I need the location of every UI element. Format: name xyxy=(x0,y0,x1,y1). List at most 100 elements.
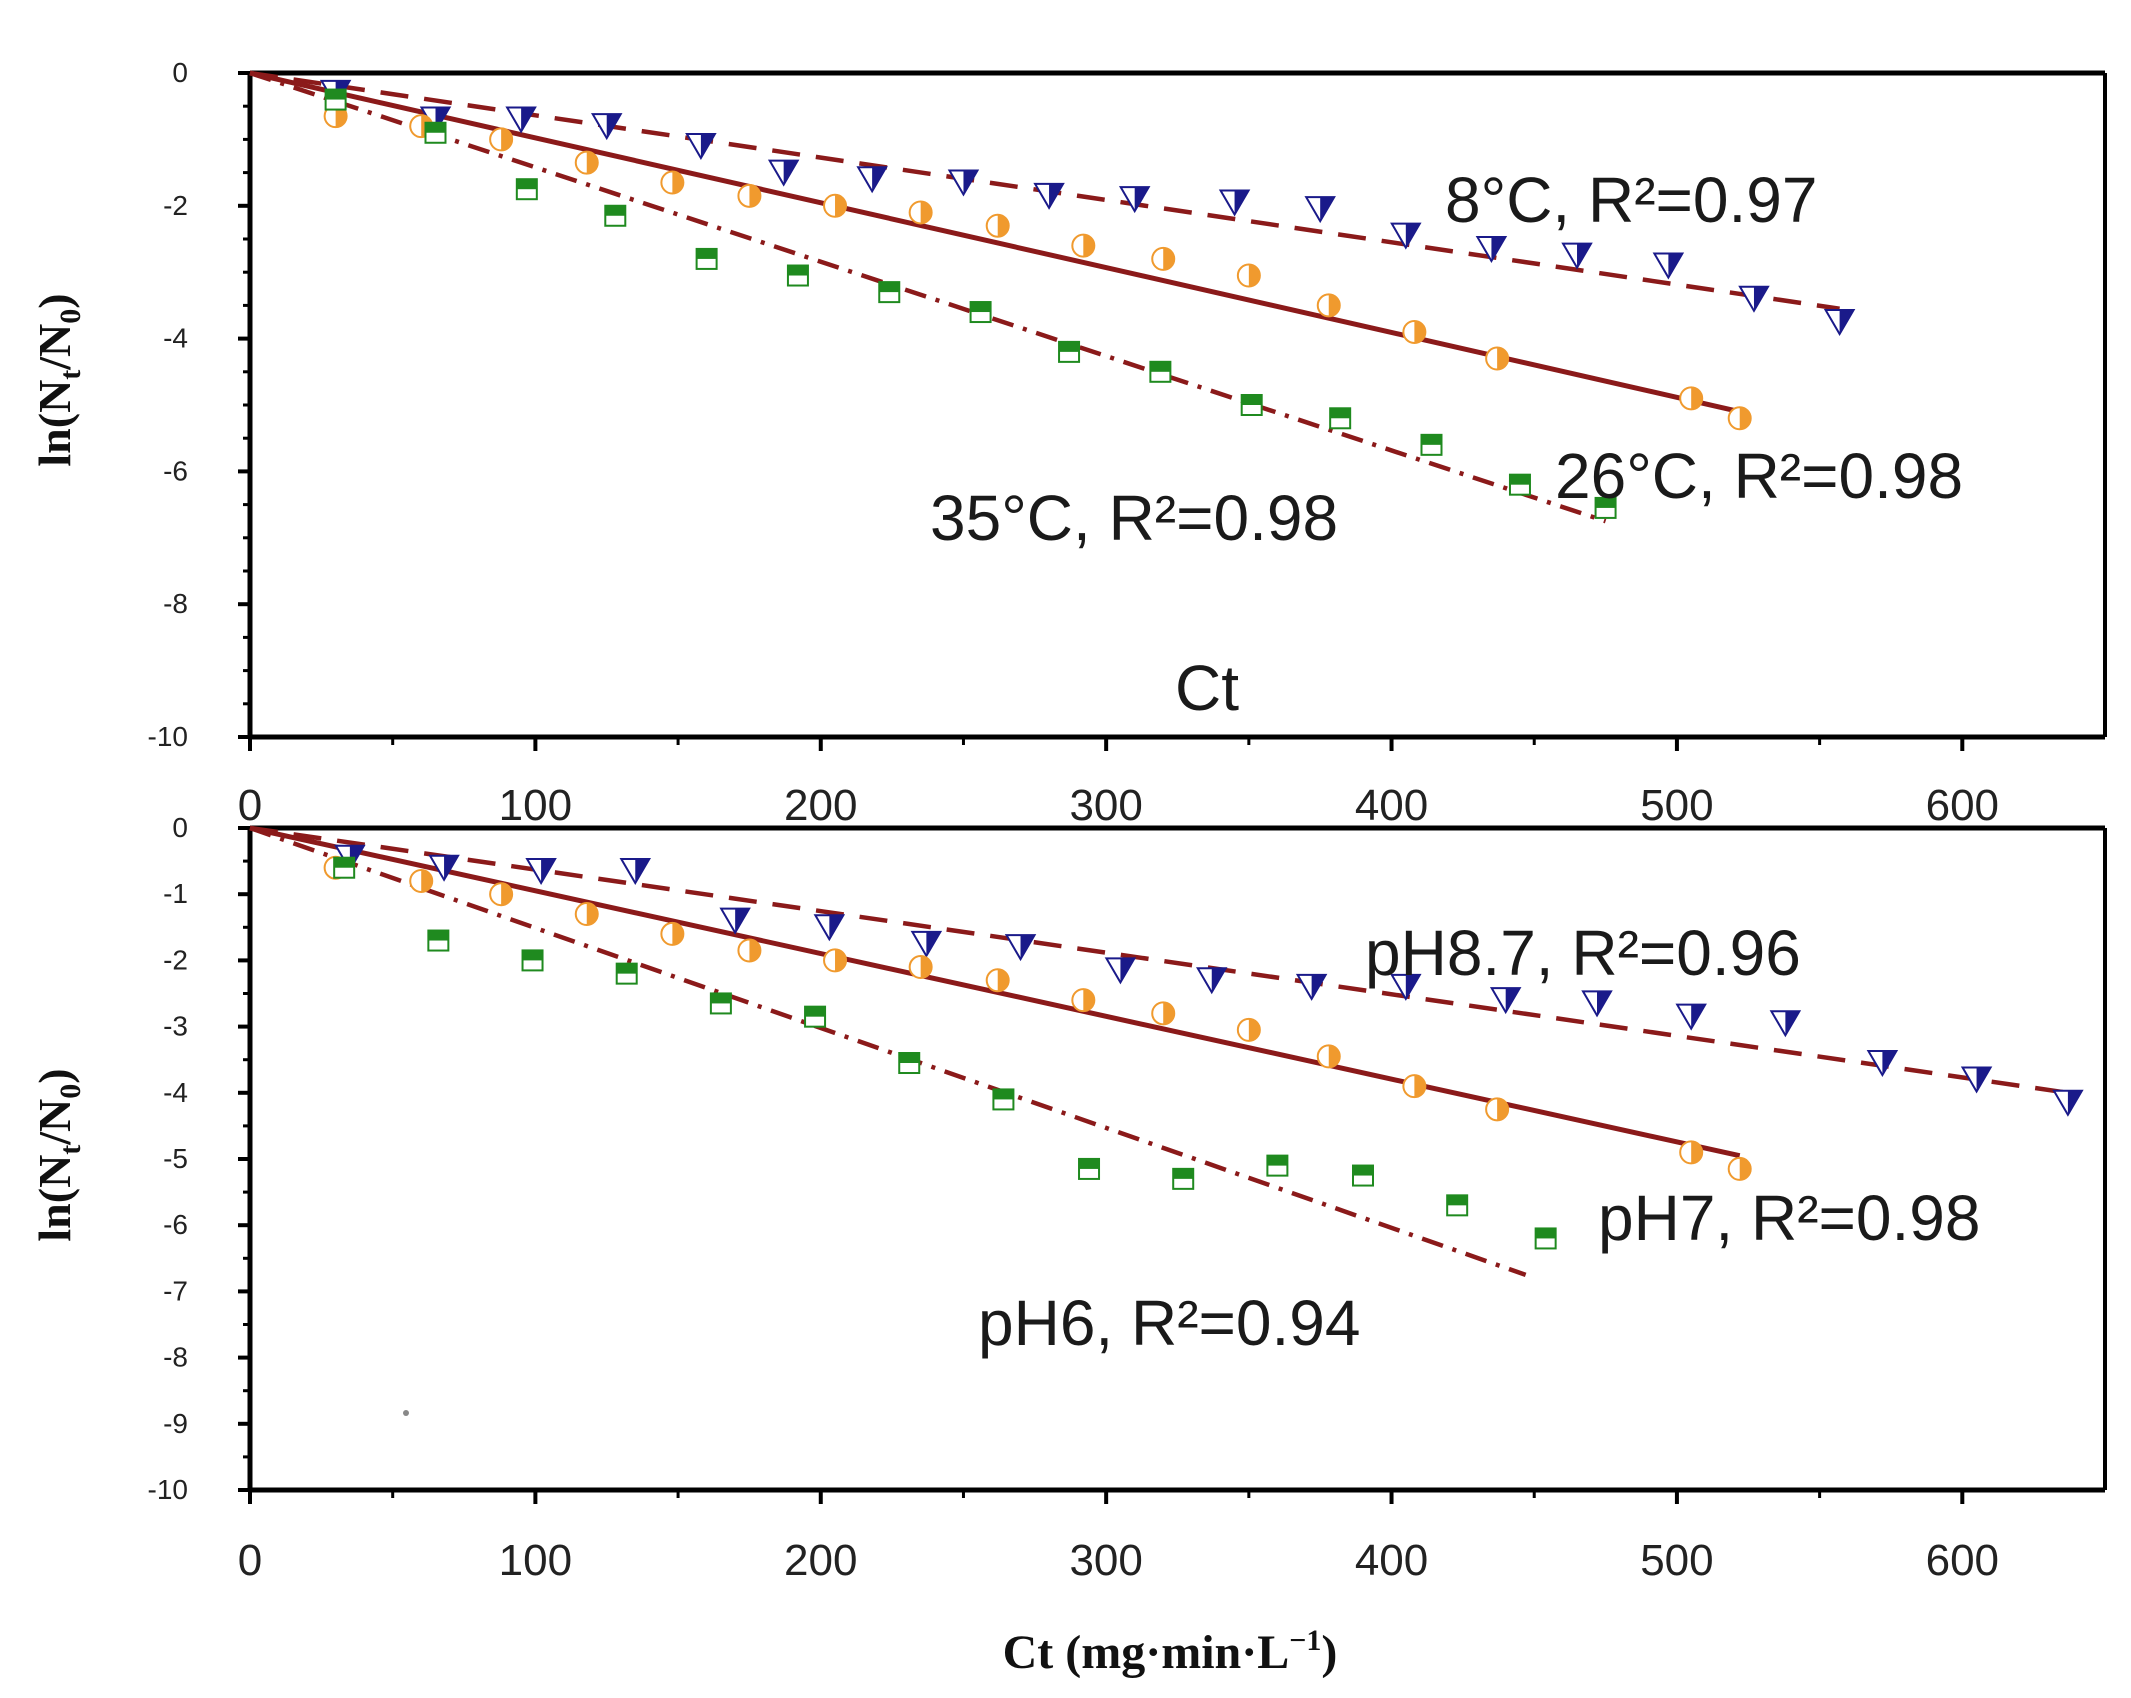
top-point-square xyxy=(878,281,901,304)
bottom-point-square xyxy=(1172,1167,1195,1190)
bottom-point-square-half xyxy=(334,857,355,868)
top-ylabel-sub1: t xyxy=(54,370,87,380)
top-point-circle-half xyxy=(1497,347,1509,370)
top-y-tick-label: -10 xyxy=(148,721,188,752)
top-y-tick-labels: 0 -2 -4 -6 -8 -10 xyxy=(148,57,188,752)
bottom-point-circle-half xyxy=(1083,989,1095,1012)
top-ylabel-sub2: 0 xyxy=(54,309,87,324)
bottom-y-tick-label: -4 xyxy=(163,1077,188,1108)
bottom-xlabel-sup: −1 xyxy=(1289,1624,1321,1657)
top-point-circle-half xyxy=(1248,264,1260,287)
bottom-point-square-half xyxy=(616,963,637,974)
top-x-tick-labels: 0 100 200 300 400 500 600 xyxy=(238,781,1999,830)
bottom-point-square-half xyxy=(428,930,449,941)
top-y-tick-label: -6 xyxy=(163,455,188,486)
top-y-tick-label: 0 xyxy=(172,57,188,88)
top-data-points xyxy=(319,79,1856,519)
top-point-circle-half xyxy=(335,105,347,128)
bottom-point-triangle xyxy=(910,930,943,958)
top-point-triangle-half xyxy=(1234,190,1249,215)
bottom-plot-frame xyxy=(238,825,2107,1504)
top-point-circle-half xyxy=(920,201,932,224)
top-point-square xyxy=(1240,394,1263,416)
top-point-circle xyxy=(660,170,685,195)
bottom-point-circle xyxy=(409,868,434,893)
bottom-point-square-half xyxy=(805,1006,826,1017)
top-point-circle xyxy=(1236,263,1261,288)
top-point-square xyxy=(695,247,718,270)
bottom-y-tick-label: -2 xyxy=(163,944,188,975)
bottom-point-circle xyxy=(1071,988,1096,1013)
bottom-point-triangle xyxy=(1581,990,1613,1018)
top-point-circle-half xyxy=(835,194,847,217)
bottom-point-circle-half xyxy=(1328,1045,1340,1068)
top-point-square xyxy=(515,178,538,201)
bottom-point-triangle xyxy=(1004,934,1037,962)
annotation-26c: 26°C, R²=0.98 xyxy=(1555,440,1963,512)
bottom-point-triangle xyxy=(1866,1050,1899,1077)
bottom-point-triangle-half xyxy=(829,915,844,940)
bottom-x-tick-label: 0 xyxy=(238,1536,262,1585)
bottom-point-circle-half xyxy=(749,939,761,962)
bottom-x-tick-label: 200 xyxy=(784,1536,857,1585)
top-point-circle-half xyxy=(1739,407,1751,430)
bottom-point-circle xyxy=(489,882,514,907)
bottom-point-triangle xyxy=(813,914,846,942)
bottom-point-triangle-half xyxy=(1020,935,1035,960)
top-x-tick-label: 400 xyxy=(1355,781,1428,830)
bottom-point-square-half xyxy=(1173,1168,1194,1179)
top-point-circle xyxy=(985,213,1010,238)
bottom-data-points xyxy=(323,844,2084,1250)
bottom-point-square xyxy=(521,949,544,972)
top-point-circle xyxy=(574,150,599,175)
bottom-point-square-half xyxy=(1535,1228,1556,1239)
top-point-square-half xyxy=(516,179,537,190)
top-point-triangle-half xyxy=(1577,243,1592,268)
bottom-y-tick-label: -10 xyxy=(148,1474,188,1505)
top-point-square xyxy=(1594,496,1617,519)
bottom-y-axis-label: ln(Nt/N0) xyxy=(29,1068,87,1241)
top-point-triangle-half xyxy=(1049,183,1064,208)
top-point-circle-half xyxy=(1328,294,1340,317)
bottom-point-triangle-half xyxy=(1882,1051,1897,1076)
top-point-square xyxy=(786,264,809,287)
top-y-axis-label: ln(Nt/N0) xyxy=(29,293,87,466)
bottom-point-square xyxy=(1446,1194,1469,1217)
top-x-tick-label: 0 xyxy=(238,781,262,830)
top-point-circle-half xyxy=(997,214,1009,237)
top-fit-line-solid xyxy=(249,70,1741,415)
top-x-tick-label: 500 xyxy=(1640,781,1713,830)
top-point-square xyxy=(424,121,447,144)
bottom-point-triangle-half xyxy=(735,908,750,933)
bottom-point-triangle xyxy=(1960,1066,1993,1094)
bottom-ylabel-end: ) xyxy=(29,1068,80,1083)
top-point-square xyxy=(604,204,627,227)
top-y-tick-label: -4 xyxy=(163,323,188,354)
bottom-point-square-half xyxy=(1079,1158,1100,1169)
top-point-triangle xyxy=(1033,182,1065,210)
bottom-xlabel-base: Ct (mg·min·L xyxy=(1003,1626,1290,1679)
bottom-point-triangle xyxy=(1390,973,1422,1001)
bottom-point-square xyxy=(1078,1157,1101,1180)
top-point-triangle xyxy=(685,133,717,161)
bottom-point-triangle-half xyxy=(1120,958,1135,983)
top-point-square-half xyxy=(696,248,717,259)
top-point-square xyxy=(1329,407,1352,430)
top-point-square-half xyxy=(879,282,900,293)
top-point-triangle-half xyxy=(1491,236,1506,261)
top-point-triangle xyxy=(856,166,888,194)
bottom-point-circle xyxy=(1316,1044,1341,1069)
annotation-ph8-7: pH8.7, R²=0.96 xyxy=(1365,917,1801,989)
top-point-triangle-half xyxy=(1134,187,1149,212)
bottom-point-square-half xyxy=(710,993,731,1004)
bottom-point-circle-half xyxy=(997,969,1009,992)
top-point-circle xyxy=(1316,293,1341,318)
top-point-triangle xyxy=(1475,235,1508,263)
top-point-circle-half xyxy=(1083,234,1095,257)
bottom-point-circle-half xyxy=(501,883,513,906)
bottom-point-triangle xyxy=(1104,957,1137,985)
top-point-square-half xyxy=(1421,434,1442,445)
top-point-triangle-half xyxy=(1405,223,1420,248)
top-point-square-half xyxy=(325,89,346,100)
bottom-ylabel-base: ln(N xyxy=(29,1155,80,1242)
